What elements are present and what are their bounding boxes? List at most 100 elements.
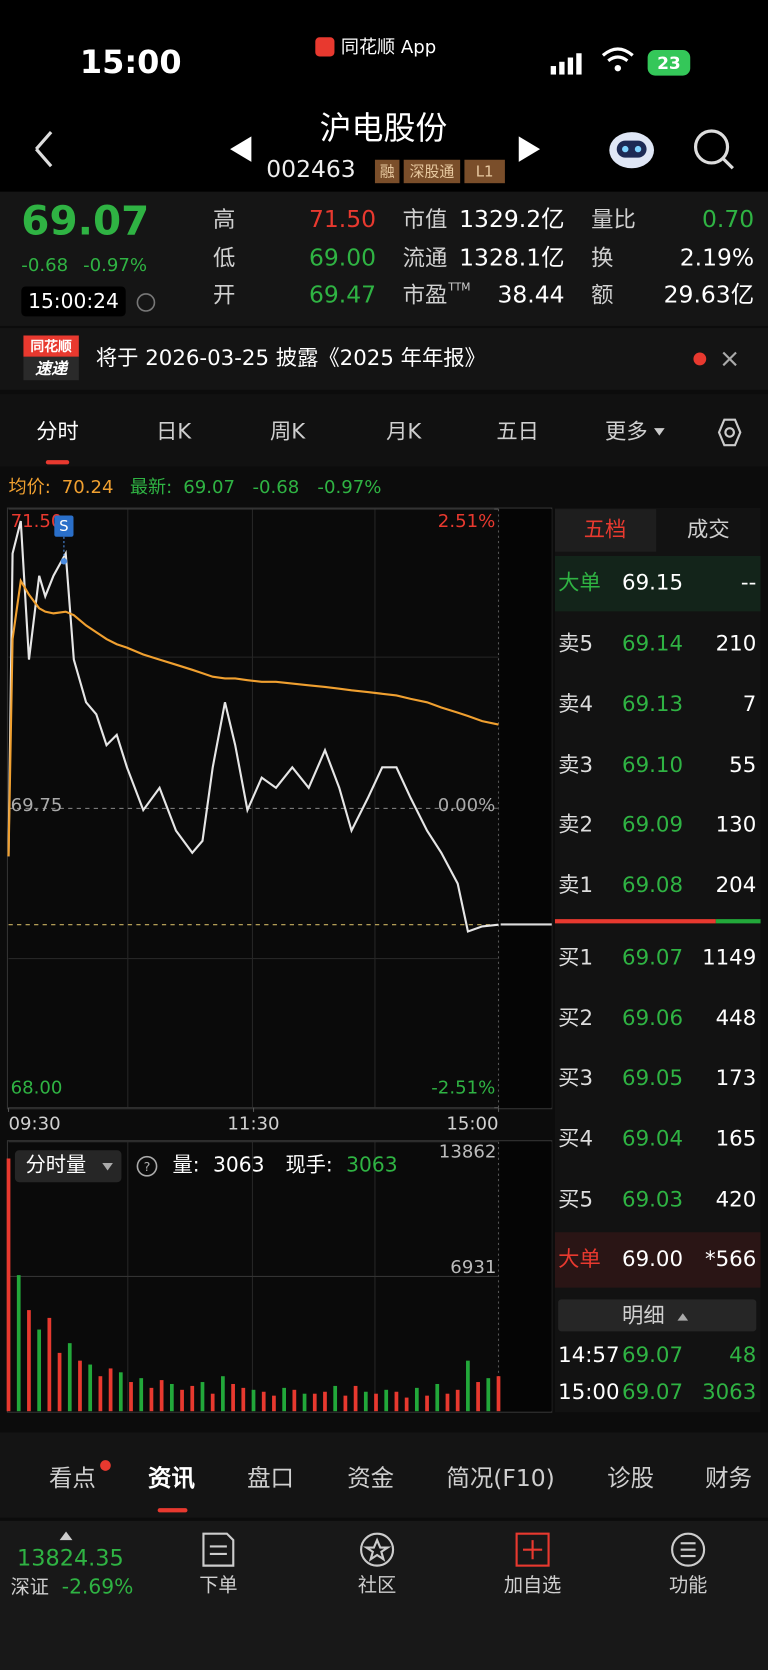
order-tab-active[interactable] — [554, 509, 657, 552]
community-icon[interactable] — [360, 1532, 395, 1567]
tab-dot — [100, 1460, 111, 1471]
wifi-dot — [614, 64, 622, 72]
book-label: 买3 — [558, 1066, 593, 1091]
book-volume: 7 — [743, 692, 757, 717]
book-volume: 165 — [716, 1127, 757, 1152]
stat-value: 0.70 — [702, 205, 754, 233]
book-label: 卖2 — [558, 812, 593, 837]
notice-badge-top — [23, 335, 79, 357]
help-icon[interactable] — [136, 1155, 158, 1177]
stock-tag: 深股通 — [410, 163, 455, 181]
bottom-tab[interactable]: 财务 — [705, 1464, 752, 1492]
book-label: 卖3 — [558, 753, 593, 778]
stat-value: 1328.1亿 — [459, 243, 564, 271]
footer-button[interactable]: 社区 — [358, 1573, 396, 1596]
book-price: 69.10 — [622, 753, 683, 778]
footer-button[interactable]: 下单 — [199, 1573, 237, 1596]
volume-title[interactable]: 分时量 — [26, 1153, 87, 1177]
stock-tag-bg — [464, 159, 505, 184]
stat-value: 38.44 — [497, 281, 564, 309]
wifi-icon — [601, 47, 634, 63]
function-icon[interactable] — [671, 1532, 706, 1567]
y-tick-label: 68.00 — [11, 1077, 63, 1098]
chart-tab[interactable]: 五日 — [496, 419, 539, 444]
prev-stock[interactable] — [230, 136, 252, 162]
time-box — [21, 286, 126, 317]
search-icon[interactable] — [693, 129, 734, 170]
volume-bar — [159, 1380, 164, 1412]
more-caret — [654, 428, 665, 436]
chart-tab[interactable]: 分时 — [36, 419, 79, 444]
hand-label: 现手: — [285, 1153, 332, 1177]
price-change: -0.68 — [21, 255, 68, 276]
stock-tag: 融 — [380, 163, 395, 181]
y-tick-label: 69.75 — [11, 795, 63, 816]
book-label: 卖5 — [558, 631, 593, 656]
volume-bar — [37, 1329, 42, 1412]
tab-bar — [0, 394, 768, 467]
assistant-icon[interactable] — [609, 132, 655, 169]
order-icon[interactable] — [202, 1532, 235, 1567]
trade-volume: 48 — [729, 1343, 756, 1368]
after-hours-volume-area — [499, 1141, 552, 1412]
x-tick-label: 09:30 — [9, 1114, 61, 1135]
hand-value: 3063 — [346, 1153, 397, 1177]
footer-button[interactable]: 功能 — [669, 1573, 707, 1596]
tab-underline — [45, 460, 70, 465]
book-volume: -- — [741, 571, 756, 596]
volume-caret — [102, 1163, 113, 1171]
notice-dot — [693, 352, 707, 366]
volume-bar — [312, 1393, 317, 1412]
stock-title: 沪电股份 — [320, 109, 448, 147]
chart-tab[interactable]: 日K — [156, 419, 192, 444]
index-name: 深证 — [11, 1575, 49, 1598]
notice-badge-top: 同花顺 — [30, 338, 72, 355]
detail-title[interactable]: 明细 — [622, 1303, 665, 1328]
stat-label: 流通 — [403, 245, 448, 271]
notice-close[interactable] — [722, 351, 737, 367]
book-volume: 173 — [716, 1066, 757, 1091]
chart-tab[interactable]: 月K — [386, 419, 422, 444]
bottom-tab[interactable]: 看点 — [49, 1464, 96, 1492]
detail-button[interactable] — [558, 1299, 757, 1332]
bottom-tab[interactable]: 资金 — [347, 1464, 394, 1492]
last-change: -0.68 — [252, 477, 299, 498]
stat-value: 69.47 — [309, 281, 376, 309]
bottom-tab[interactable]: 简况(F10) — [446, 1464, 554, 1492]
book-price: 69.13 — [622, 692, 683, 717]
chart-tab[interactable]: 更多 — [605, 419, 648, 444]
order-tab[interactable]: 成交 — [687, 517, 730, 542]
stat-value: 2.19% — [680, 243, 754, 271]
notice-text[interactable]: 将于 2026-03-25 披露《2025 年年报》 — [96, 346, 486, 371]
bottom-tab[interactable]: 诊股 — [607, 1464, 654, 1492]
detail-caret — [677, 1313, 689, 1321]
add-watchlist-icon[interactable] — [515, 1532, 550, 1567]
book-price: 69.14 — [622, 631, 683, 656]
footer-button[interactable]: 加自选 — [504, 1573, 561, 1596]
bottom-tab-bar — [0, 1432, 768, 1518]
stat-label: 高 — [213, 207, 235, 233]
bottom-tab[interactable]: 盘口 — [247, 1464, 294, 1492]
next-stock[interactable] — [518, 136, 541, 162]
volume-bar — [384, 1389, 389, 1412]
volume-tick-label: 6931 — [450, 1257, 496, 1278]
volume-selector[interactable] — [14, 1150, 122, 1183]
volume-bar — [180, 1389, 184, 1412]
index-value: 13824.35 — [17, 1546, 124, 1572]
notice-badge-bottom: 速递 — [35, 359, 69, 378]
y2-tick-label: 2.51% — [438, 511, 495, 532]
volume-bar — [251, 1389, 256, 1412]
info-icon[interactable] — [136, 293, 156, 312]
notice-bar[interactable] — [0, 328, 768, 390]
back-button[interactable] — [35, 131, 53, 168]
book-price: 69.03 — [622, 1187, 683, 1212]
chart-tab[interactable]: 周K — [270, 419, 306, 444]
bottom-tab[interactable]: 资讯 — [148, 1464, 195, 1492]
order-tab[interactable]: 五档 — [584, 517, 627, 542]
volume-bar — [67, 1343, 72, 1412]
volume-bar — [261, 1391, 266, 1412]
book-volume: 55 — [729, 753, 756, 778]
volume-bar — [404, 1397, 409, 1412]
settings-icon[interactable] — [717, 418, 742, 447]
